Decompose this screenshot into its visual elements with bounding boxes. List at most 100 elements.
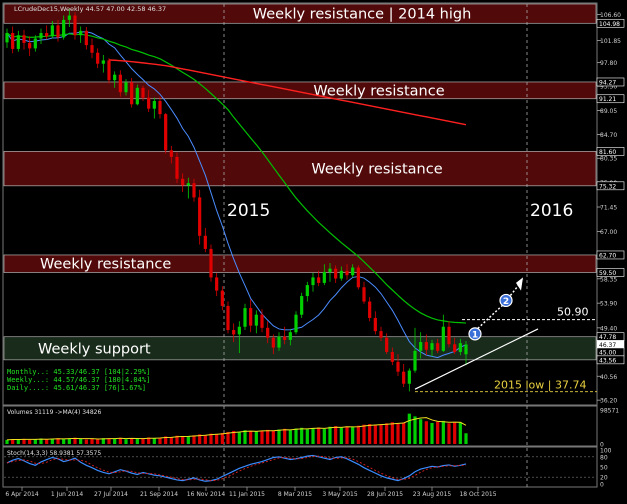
candle-body — [152, 100, 156, 109]
candle-body — [79, 30, 83, 36]
date-tick-label: 1 Jun 2014 — [51, 491, 83, 498]
zone-label: Weekly resistance — [313, 83, 444, 99]
price-tick-label: 106.60 — [600, 12, 621, 19]
low-2015-label: 2015 low | 37.74 — [494, 379, 586, 392]
volume-bar — [243, 430, 247, 444]
volume-bar — [16, 439, 20, 444]
candle-body — [175, 156, 179, 179]
price-level-label: 75.32 — [599, 183, 616, 190]
date-tick-label: 18 Oct 2015 — [459, 491, 496, 498]
stoch-main-line — [6, 454, 467, 482]
volume-bar — [288, 430, 292, 444]
price-level-box — [596, 18, 625, 28]
candle-body — [62, 19, 66, 38]
date-tick-label: 6 Apr 2014 — [5, 491, 38, 498]
date-axis: 6 Apr 2014 1 Jun 2014 27 Jul 2014 21 Sep 20… — [5, 487, 497, 498]
annotations: 50.90 2015 low | 37.74 1 2 — [414, 277, 597, 393]
candle-body — [232, 330, 236, 335]
wave-marker — [468, 327, 482, 341]
price-level-box — [596, 181, 625, 191]
volume-scale-label: 0 — [600, 442, 604, 449]
date-tick-label: 23 Aug 2015 — [413, 491, 452, 498]
volume-bar — [84, 439, 88, 444]
level-50-90-label: 50.90 — [557, 306, 589, 319]
volume-bar — [237, 432, 241, 444]
candle-body — [237, 326, 241, 335]
candle-body — [141, 87, 145, 98]
price-level-label: 104.98 — [599, 21, 620, 28]
candle-body — [356, 267, 360, 288]
zone-label: Weekly resistance | 2014 high — [253, 7, 472, 23]
candle-body — [436, 343, 440, 351]
candle-body — [90, 45, 94, 53]
zone-resistance — [3, 3, 597, 24]
price-tick-label: 97.80 — [600, 60, 617, 67]
candle-body — [130, 82, 134, 105]
price-level-label: 59.50 — [599, 270, 616, 277]
volume-bar — [209, 433, 213, 444]
volume-bar — [407, 413, 411, 444]
volume-bar — [305, 429, 309, 444]
candle-body — [107, 60, 111, 81]
candle-body — [22, 35, 26, 43]
candle-body — [67, 15, 71, 20]
candle-body — [39, 33, 43, 39]
candle-body — [5, 33, 9, 43]
candle-body — [368, 301, 372, 318]
candle-body — [294, 314, 298, 333]
date-tick-label: 16 Nov 2014 — [187, 491, 226, 498]
volume-bar — [385, 423, 389, 444]
candle-body — [11, 33, 15, 49]
price-level-box — [596, 250, 625, 260]
volume-bar — [339, 427, 343, 444]
zone-label: Weekly resistance — [40, 257, 171, 273]
pivot-table: Monthly..: 45.33/46.37 [104|2.29%] Weekl… — [7, 368, 150, 392]
volume-bar — [464, 433, 468, 444]
volume-bar — [254, 431, 258, 444]
candle-body — [339, 270, 343, 279]
volume-bar — [424, 421, 428, 444]
volume-panel: 98571 0 — [5, 408, 619, 449]
volume-bar — [447, 423, 451, 444]
candle-body — [447, 326, 451, 345]
volume-bar — [260, 430, 264, 444]
projection-line-1 — [471, 304, 504, 335]
candle-body — [203, 235, 207, 249]
volume-bar — [294, 428, 298, 444]
volume-bar — [147, 437, 151, 444]
price-level-label: 45.00 — [599, 349, 616, 356]
volume-bar — [266, 429, 270, 444]
candle-body — [453, 344, 457, 352]
volume-bar — [33, 439, 37, 444]
price-level-label: 91.21 — [599, 96, 616, 103]
candle-body — [464, 344, 468, 355]
volume-bar — [186, 436, 190, 444]
stoch-scale-label: 20 — [600, 475, 608, 482]
candle-body — [266, 327, 270, 338]
candle-body — [243, 308, 247, 327]
candle-body — [164, 114, 168, 151]
volume-bar — [56, 438, 60, 444]
volume-bar — [11, 439, 15, 444]
price-tick-label: 40.56 — [600, 374, 617, 381]
candle-body — [322, 271, 326, 283]
candle-body — [101, 60, 105, 64]
volume-bar — [107, 438, 111, 444]
candles — [5, 8, 468, 392]
volume-bar — [283, 428, 287, 444]
volume-bar — [249, 431, 253, 444]
price-tick-label: 80.35 — [600, 156, 617, 163]
projection-arrowhead — [516, 277, 523, 291]
candle-body — [441, 326, 445, 351]
candle-body — [33, 38, 37, 49]
volume-bar — [220, 432, 224, 444]
slow-ma-line — [108, 59, 467, 126]
price-level-label: 43.56 — [599, 357, 616, 364]
candle-body — [186, 183, 190, 186]
candle-body — [419, 342, 423, 351]
volume-bar — [73, 437, 77, 444]
symbol-header: LCrudeDec15,Weekly 44.57 47.00 42.58 46.… — [14, 5, 166, 13]
pivot-weekly: Weekly...: 44.57/46.37 [180|4.04%] — [7, 376, 150, 384]
